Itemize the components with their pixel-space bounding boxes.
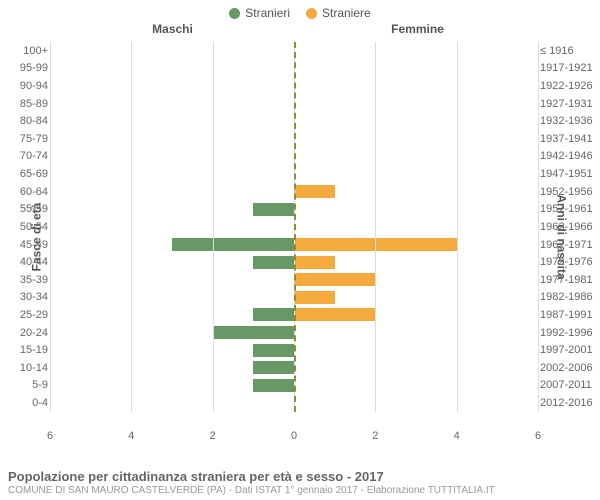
y-tick-birth: 2007-2011 xyxy=(540,379,600,391)
gridline xyxy=(375,42,376,412)
legend-swatch-male xyxy=(229,8,240,19)
y-tick-age: 30-34 xyxy=(0,291,48,303)
x-tick: 6 xyxy=(47,430,53,442)
bar-female xyxy=(294,291,335,304)
gridline xyxy=(538,42,539,412)
bar-male xyxy=(253,308,294,321)
y-tick-birth: 1947-1951 xyxy=(540,168,600,180)
y-tick-age: 15-19 xyxy=(0,344,48,356)
footer: Popolazione per cittadinanza straniera p… xyxy=(8,469,592,496)
plot-area xyxy=(50,42,538,412)
y-axis-right-ticks: ≤ 1916 1917-1921 1922-1926 1927-1931 1932-19… xyxy=(540,42,600,412)
chart: Maschi Femmine Fasce di età Anni di nasc… xyxy=(0,22,600,452)
x-tick: 2 xyxy=(372,430,378,442)
gridline xyxy=(50,42,51,412)
legend-label-female: Straniere xyxy=(322,6,371,20)
y-tick-age: 60-64 xyxy=(0,186,48,198)
legend-swatch-female xyxy=(306,8,317,19)
y-tick-birth: 1962-1966 xyxy=(540,221,600,233)
y-tick-age: 75-79 xyxy=(0,133,48,145)
chart-subtitle: COMUNE DI SAN MAURO CASTELVERDE (PA) - D… xyxy=(8,485,592,496)
y-axis-left-ticks: 100+ 95-99 90-94 85-89 80-84 75-79 70-74 65-69 6… xyxy=(0,42,48,412)
y-tick-age: 45-49 xyxy=(0,239,48,251)
y-tick-birth: 1957-1961 xyxy=(540,203,600,215)
x-tick: 2 xyxy=(210,430,216,442)
x-tick: 4 xyxy=(128,430,134,442)
y-tick-age: 40-44 xyxy=(0,256,48,268)
y-tick-age: 25-29 xyxy=(0,309,48,321)
bar-male xyxy=(253,203,294,216)
x-tick: 4 xyxy=(454,430,460,442)
y-tick-age: 10-14 xyxy=(0,362,48,374)
y-tick-age: 5-9 xyxy=(0,379,48,391)
y-tick-age: 65-69 xyxy=(0,168,48,180)
bar-male xyxy=(213,326,294,339)
bar-male xyxy=(253,379,294,392)
y-tick-age: 0-4 xyxy=(0,397,48,409)
y-tick-birth: 1922-1926 xyxy=(540,80,600,92)
y-tick-age: 90-94 xyxy=(0,80,48,92)
bar-male xyxy=(253,361,294,374)
bar-female xyxy=(294,185,335,198)
y-tick-birth: 1997-2001 xyxy=(540,344,600,356)
y-tick-age: 55-59 xyxy=(0,203,48,215)
x-tick: 0 xyxy=(291,430,297,442)
y-tick-age: 50-54 xyxy=(0,221,48,233)
y-tick-birth: 2002-2006 xyxy=(540,362,600,374)
column-titles: Maschi Femmine xyxy=(0,22,600,36)
bar-male xyxy=(253,256,294,269)
gridline xyxy=(457,42,458,412)
column-title-male: Maschi xyxy=(0,22,295,36)
y-tick-birth: 1932-1936 xyxy=(540,115,600,127)
legend: Stranieri Straniere xyxy=(0,0,600,22)
y-tick-age: 95-99 xyxy=(0,62,48,74)
gridline xyxy=(213,42,214,412)
column-title-female: Femmine xyxy=(295,22,600,36)
y-tick-birth: 2012-2016 xyxy=(540,397,600,409)
y-tick-birth: 1992-1996 xyxy=(540,327,600,339)
y-tick-age: 70-74 xyxy=(0,150,48,162)
bar-female xyxy=(294,256,335,269)
y-tick-birth: 1972-1976 xyxy=(540,256,600,268)
y-tick-age: 35-39 xyxy=(0,274,48,286)
legend-label-male: Stranieri xyxy=(245,6,290,20)
y-tick-birth: 1917-1921 xyxy=(540,62,600,74)
gridline xyxy=(131,42,132,412)
chart-title: Popolazione per cittadinanza straniera p… xyxy=(8,469,592,484)
bar-female xyxy=(294,308,375,321)
y-tick-birth: ≤ 1916 xyxy=(540,45,600,57)
legend-item-male: Stranieri xyxy=(229,6,290,20)
y-tick-birth: 1977-1981 xyxy=(540,274,600,286)
y-tick-birth: 1987-1991 xyxy=(540,309,600,321)
y-tick-age: 85-89 xyxy=(0,98,48,110)
y-tick-age: 20-24 xyxy=(0,327,48,339)
bars-female xyxy=(294,42,538,412)
y-tick-birth: 1982-1986 xyxy=(540,291,600,303)
x-tick: 6 xyxy=(535,430,541,442)
y-tick-birth: 1952-1956 xyxy=(540,186,600,198)
bar-male xyxy=(172,238,294,251)
y-tick-birth: 1927-1931 xyxy=(540,98,600,110)
bar-female xyxy=(294,273,375,286)
y-tick-birth: 1937-1941 xyxy=(540,133,600,145)
legend-item-female: Straniere xyxy=(306,6,371,20)
bars-male xyxy=(50,42,294,412)
bar-male xyxy=(253,344,294,357)
y-tick-age: 100+ xyxy=(0,45,48,57)
y-tick-birth: 1967-1971 xyxy=(540,239,600,251)
center-axis xyxy=(294,42,296,412)
y-tick-age: 80-84 xyxy=(0,115,48,127)
y-tick-birth: 1942-1946 xyxy=(540,150,600,162)
